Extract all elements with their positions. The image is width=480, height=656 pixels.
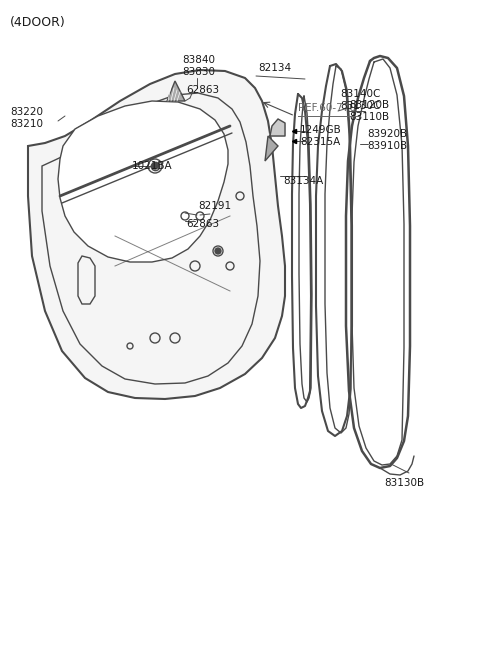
Text: (4DOOR): (4DOOR) bbox=[10, 16, 66, 29]
PathPatch shape bbox=[58, 101, 228, 262]
Text: 62863: 62863 bbox=[186, 85, 219, 95]
Text: 83120B
83110B: 83120B 83110B bbox=[349, 100, 389, 122]
Polygon shape bbox=[270, 119, 285, 136]
Text: 83140C
83130C: 83140C 83130C bbox=[340, 89, 380, 112]
Text: 83920B
83910B: 83920B 83910B bbox=[367, 129, 407, 151]
Text: 83840
83830: 83840 83830 bbox=[182, 55, 216, 77]
Circle shape bbox=[152, 163, 158, 169]
Text: 62863: 62863 bbox=[186, 219, 219, 229]
PathPatch shape bbox=[167, 81, 185, 101]
PathPatch shape bbox=[265, 136, 278, 161]
Text: REF.60-770: REF.60-770 bbox=[298, 103, 356, 113]
PathPatch shape bbox=[28, 70, 285, 399]
Text: 82134: 82134 bbox=[258, 63, 291, 73]
Text: 82191: 82191 bbox=[198, 201, 231, 211]
Circle shape bbox=[215, 248, 221, 254]
Text: 1021BA: 1021BA bbox=[132, 161, 173, 171]
Text: 83134A: 83134A bbox=[283, 176, 323, 186]
Text: 83130B: 83130B bbox=[384, 478, 424, 488]
Text: 1249GB
82315A: 1249GB 82315A bbox=[300, 125, 342, 147]
Text: 83220
83210: 83220 83210 bbox=[10, 107, 43, 129]
